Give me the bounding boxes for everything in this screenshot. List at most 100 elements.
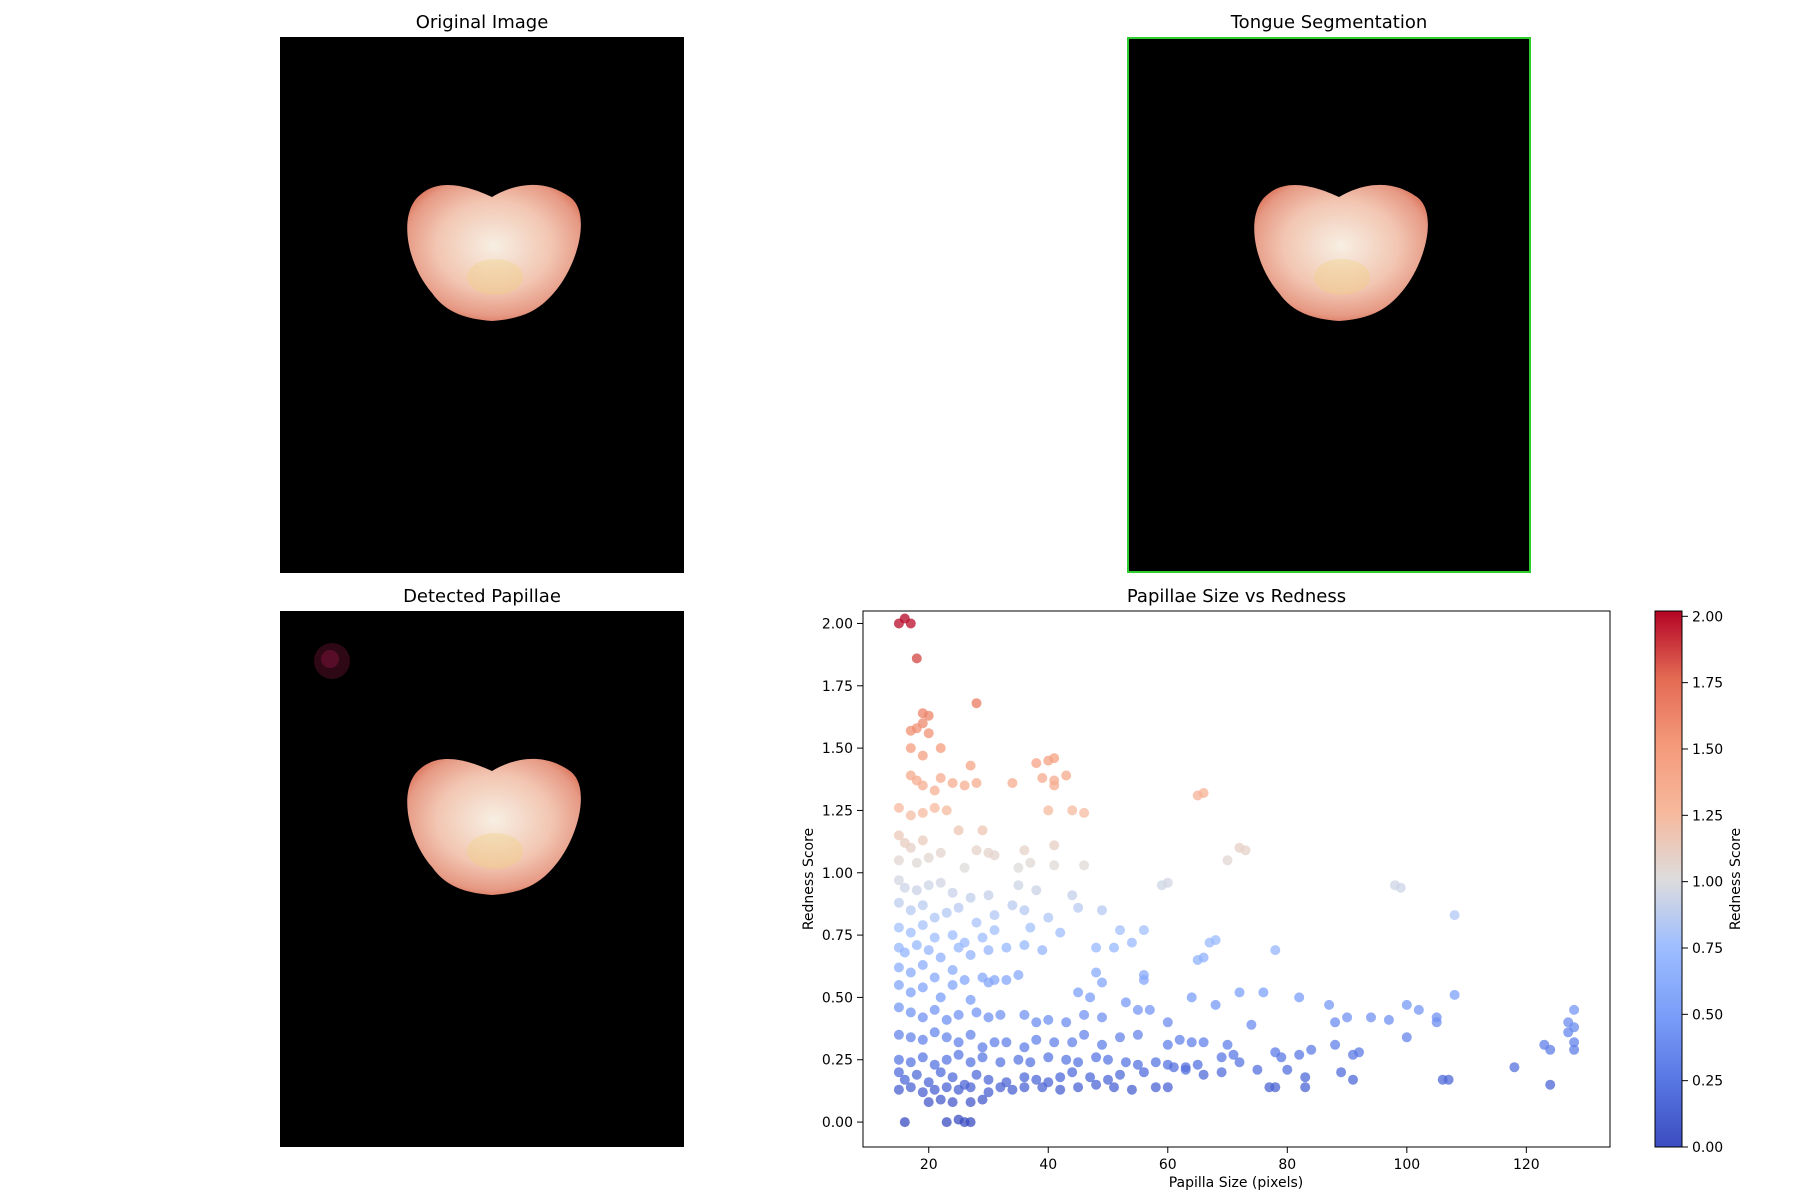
- scatter-point: [1073, 902, 1084, 913]
- original-image: [280, 37, 684, 573]
- scatter-point: [935, 1094, 946, 1105]
- scatter-point: [1031, 1017, 1042, 1028]
- scatter-point: [1109, 1082, 1119, 1093]
- scatter-point: [1007, 1084, 1018, 1095]
- scatter-point: [1085, 1072, 1096, 1083]
- scatter-point: [1132, 1059, 1143, 1070]
- scatter-point: [1091, 1079, 1102, 1090]
- y-tick-label: 0.25: [822, 1053, 853, 1069]
- scatter-point: [947, 965, 958, 975]
- scatter-point: [1162, 1082, 1173, 1093]
- scatter-point: [893, 1029, 904, 1040]
- scatter-point: [905, 810, 916, 821]
- plot-frame: [862, 610, 1611, 1148]
- scatter-point: [1294, 1049, 1305, 1060]
- scatter-point: [1049, 780, 1060, 791]
- scatter-point: [917, 1087, 928, 1098]
- scatter-point: [959, 862, 970, 873]
- scatter-point: [905, 905, 916, 916]
- scatter-point: [1079, 860, 1090, 871]
- scatter-point: [893, 802, 904, 813]
- scatter-point: [923, 1077, 934, 1088]
- scatter-point: [1025, 922, 1036, 933]
- scatter-point: [1449, 910, 1460, 921]
- scatter-point: [1097, 1039, 1107, 1050]
- scatter-point: [1019, 1082, 1030, 1093]
- scatter-point: [1109, 942, 1119, 953]
- scatter-point: [1294, 992, 1305, 1003]
- scatter-point: [1073, 1082, 1084, 1093]
- scatter-point: [959, 975, 970, 985]
- scatter-point: [905, 842, 916, 853]
- scatter-point: [929, 1004, 940, 1015]
- scatter-point: [1186, 1037, 1197, 1048]
- scatter-point: [1222, 855, 1233, 866]
- scatter-point: [947, 980, 958, 990]
- original-image-canvas: [407, 184, 581, 321]
- scatter-point: [947, 1072, 958, 1083]
- scatter-point: [1097, 1012, 1107, 1023]
- scatter-point: [989, 925, 1000, 936]
- chart-title: Papillae Size vs Redness: [1126, 586, 1347, 607]
- colorbar-tick-label: 0.50: [1692, 1007, 1723, 1023]
- scatter-point: [917, 1012, 928, 1023]
- scatter-point: [1013, 1054, 1024, 1065]
- scatter-point: [995, 1057, 1006, 1068]
- scatter-point: [1132, 1004, 1143, 1015]
- scatter-point: [953, 1009, 964, 1020]
- scatter-point: [1001, 942, 1012, 953]
- scatter-point: [1037, 773, 1048, 783]
- scatter-point: [893, 962, 904, 973]
- scatter-point: [965, 760, 976, 771]
- scatter-point: [935, 992, 946, 1003]
- scatter-point: [1258, 987, 1269, 998]
- scatter-point: [911, 723, 922, 734]
- scatter-point: [893, 922, 904, 933]
- scatter-point: [1210, 935, 1221, 946]
- scatter-point: [1061, 1017, 1072, 1028]
- scatter-point: [935, 952, 946, 963]
- scatter-point: [1013, 880, 1024, 891]
- scatter-point: [965, 1029, 976, 1040]
- scatter-point: [983, 890, 994, 901]
- scatter-point: [1115, 1069, 1125, 1080]
- scatter-point: [1246, 1019, 1257, 1030]
- scatter-point: [1545, 1079, 1556, 1090]
- scatter-point: [935, 1067, 946, 1078]
- scatter-point: [1192, 1059, 1203, 1070]
- scatter-point: [1019, 1009, 1030, 1020]
- scatter-point: [977, 1052, 988, 1063]
- colorbar-tick-label: 0.00: [1692, 1140, 1723, 1156]
- scatter-point: [1115, 925, 1125, 936]
- scatter-point: [917, 835, 928, 846]
- scatter-point: [941, 1032, 952, 1043]
- scatter-point: [929, 932, 940, 943]
- scatter-point: [1240, 845, 1251, 856]
- scatter-point: [1216, 1067, 1227, 1078]
- scatter-point: [1073, 987, 1084, 998]
- scatter-point: [929, 972, 940, 983]
- scatter-point: [983, 1074, 994, 1085]
- scatter-point: [971, 778, 982, 788]
- scatter-point: [977, 1094, 988, 1105]
- scatter-point: [941, 1014, 952, 1025]
- scatter-point: [1383, 1014, 1394, 1025]
- scatter-point: [911, 885, 922, 896]
- scatter-point: [893, 830, 904, 841]
- y-tick-label: 1.50: [822, 741, 853, 757]
- scatter-point: [983, 945, 994, 956]
- scatter-point: [1019, 940, 1030, 951]
- scatter-point: [917, 900, 928, 911]
- scatter-point: [971, 845, 982, 856]
- scatter-point: [1234, 1057, 1245, 1068]
- scatter-point: [1342, 1012, 1353, 1023]
- scatter-point: [1019, 905, 1030, 916]
- scatter-point: [935, 877, 946, 888]
- scatter-point: [1019, 1072, 1030, 1083]
- scatter-point: [1049, 840, 1060, 851]
- scatter-point: [1120, 1057, 1131, 1068]
- scatter-point: [923, 852, 934, 863]
- scatter-point: [953, 902, 964, 913]
- segmentation-canvas: [1127, 37, 1531, 573]
- scatter-point: [1025, 1057, 1036, 1068]
